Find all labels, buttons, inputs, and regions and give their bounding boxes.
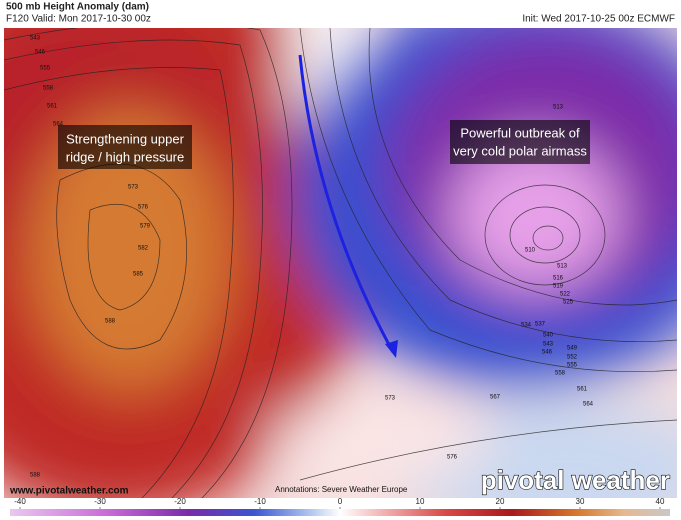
- contour-label: 513: [553, 105, 564, 111]
- contour-label: 552: [567, 355, 578, 361]
- contour-label: 534: [521, 323, 532, 329]
- annotation-box: [450, 120, 590, 164]
- colorbar-tick-label: -10: [254, 497, 266, 506]
- contour-label: 558: [43, 86, 54, 92]
- colorbar-tick-label: 0: [338, 497, 343, 506]
- contour-label: 525: [563, 300, 574, 306]
- contour-label: 558: [555, 371, 566, 377]
- credit: Annotations: Severe Weather Europe: [275, 485, 408, 494]
- annotation-text: ridge / high pressure: [66, 149, 185, 164]
- website: www.pivotalweather.com: [9, 486, 129, 497]
- contour-label: 567: [490, 395, 501, 401]
- contours: [4, 28, 677, 498]
- annotation-text: Strengthening upper: [66, 131, 184, 146]
- contour-label: 585: [133, 272, 144, 278]
- contour-label: 540: [543, 333, 554, 339]
- contour-label: 561: [47, 104, 58, 110]
- contour-label: 555: [40, 66, 51, 72]
- contour-label: 543: [543, 342, 554, 348]
- init-time: Init: Wed 2017-10-25 00z ECMWF: [522, 14, 675, 25]
- colorbar-tick-label: -40: [14, 497, 26, 506]
- contour-label: 510: [525, 248, 536, 254]
- annotation-text: very cold polar airmass: [453, 143, 587, 158]
- contour-label: 546: [542, 350, 553, 356]
- contour-label: 513: [557, 264, 568, 270]
- contour-label: 588: [105, 319, 116, 325]
- colorbar-tick-label: -30: [94, 497, 106, 506]
- logo: pivotal weather: [481, 465, 670, 495]
- valid-time: F120 Valid: Mon 2017-10-30 00z: [6, 14, 151, 25]
- contour-label: 576: [447, 455, 458, 461]
- colorbar: [10, 509, 670, 516]
- contour-label: 564: [53, 122, 64, 128]
- flow-arrowhead: [385, 340, 398, 358]
- contour-label: 555: [567, 363, 578, 369]
- colorbar-tick-label: 30: [576, 497, 585, 506]
- colorbar-tick-label: -20: [174, 497, 186, 506]
- contour-labels: 5435465555585615645735765795825855885885…: [30, 36, 594, 479]
- contour-label: 582: [138, 246, 149, 252]
- contour-label: 546: [35, 50, 46, 56]
- contour-label: 516: [553, 276, 564, 282]
- annotation-box: [58, 125, 192, 169]
- flow-arrow: [298, 54, 395, 353]
- contour-label: 576: [138, 205, 149, 211]
- colorbar-ticks: -40 -30 -20 -10 0 10 20 30 40: [14, 497, 665, 509]
- contour-label: 579: [140, 224, 151, 230]
- colorbar-tick-label: 40: [656, 497, 665, 506]
- contour-label: 522: [560, 292, 571, 298]
- contour-label: 549: [567, 346, 578, 352]
- contour-label: 573: [385, 396, 396, 402]
- contour-label: 519: [553, 284, 564, 290]
- contour-label: 564: [583, 402, 594, 408]
- contour-label: 543: [30, 36, 41, 42]
- colorbar-tick-label: 10: [416, 497, 425, 506]
- contour-label: 573: [128, 185, 139, 191]
- contour-label: 588: [30, 473, 41, 479]
- annotation-text: Powerful outbreak of: [460, 125, 580, 140]
- title: 500 mb Height Anomaly (dam): [6, 2, 149, 13]
- contour-label: 537: [535, 322, 546, 328]
- colorbar-tick-label: 20: [496, 497, 505, 506]
- contour-label: 561: [577, 387, 588, 393]
